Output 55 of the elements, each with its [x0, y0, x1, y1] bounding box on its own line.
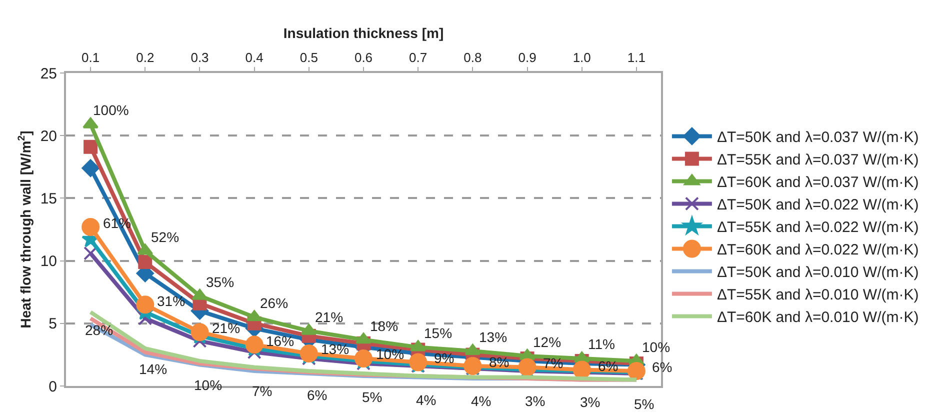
legend-label: ΔT=60K and λ=0.022 W/(m·K)	[716, 242, 919, 259]
annotation: 18%	[370, 318, 398, 334]
annotation: 31%	[157, 293, 186, 309]
annotation: 52%	[151, 229, 180, 245]
y-tick-label: 0	[48, 378, 57, 396]
annotation: 3%	[525, 393, 546, 409]
annotation: 11%	[588, 336, 615, 352]
annotation: 12%	[533, 334, 562, 350]
annotation: 10%	[642, 339, 670, 355]
y-tick-label: 15	[40, 190, 57, 208]
x-tick-label: 0.1	[82, 50, 100, 65]
legend-label: ΔT=50K and λ=0.022 W/(m·K)	[716, 196, 919, 214]
x-tick-label: 1.1	[627, 50, 646, 65]
x-tick-label: 0.4	[245, 50, 264, 65]
legend-label: ΔT=60K and λ=0.037 W/(m·K)	[716, 174, 919, 192]
x-tick-label: 0.6	[354, 50, 373, 65]
x-tick-label: 0.3	[190, 50, 209, 65]
annotation: 21%	[212, 320, 240, 336]
legend-label: ΔT=50K and λ=0.037 W/(m·K)	[716, 129, 919, 146]
annotation: 7%	[252, 383, 272, 399]
x-axis-title: Insulation thickness [m]	[283, 24, 444, 41]
legend-label: ΔT=55K and λ=0.022 W/(m·K)	[716, 219, 919, 236]
annotation: 16%	[266, 333, 294, 349]
x-tick-label: 1.0	[572, 50, 591, 65]
annotation: 21%	[315, 309, 344, 325]
legend-label: ΔT=55K and λ=0.010 W/(m·K)	[716, 286, 919, 304]
x-tick-label: 0.8	[464, 50, 482, 65]
annotation: 26%	[260, 295, 288, 311]
annotation: 5%	[634, 396, 654, 412]
annotation: 13%	[321, 341, 350, 357]
annotation: 10%	[194, 377, 222, 393]
y-tick-label: 10	[40, 253, 57, 270]
x-tick-label: 0.5	[300, 50, 318, 65]
annotation: 14%	[139, 361, 168, 377]
legend-label: ΔT=50K and λ=0.010 W/(m·K)	[716, 264, 919, 282]
legend-label: ΔT=60K and λ=0.010 W/(m·K)	[716, 309, 919, 326]
legend-label: ΔT=55K and λ=0.037 W/(m·K)	[716, 152, 919, 169]
x-tick-label: 0.9	[518, 50, 536, 65]
annotation: 3%	[580, 394, 600, 410]
annotation: 28%	[85, 322, 114, 338]
annotation: 35%	[206, 274, 234, 290]
annotation: 7%	[543, 355, 564, 371]
annotation: 13%	[479, 329, 508, 345]
y-tick-label: 20	[40, 128, 57, 145]
x-tick-label: 0.2	[136, 50, 154, 65]
annotation: 5%	[362, 389, 382, 405]
annotation: 100%	[93, 102, 129, 118]
annotation: 4%	[416, 392, 436, 408]
annotation: 15%	[424, 325, 452, 341]
annotation: 6%	[307, 387, 328, 403]
annotation: 6%	[652, 359, 672, 375]
annotation: 4%	[471, 393, 492, 409]
x-tick-label: 0.7	[409, 50, 428, 65]
y-tick-label: 5	[48, 316, 57, 333]
y-tick-label: 25	[40, 65, 57, 82]
